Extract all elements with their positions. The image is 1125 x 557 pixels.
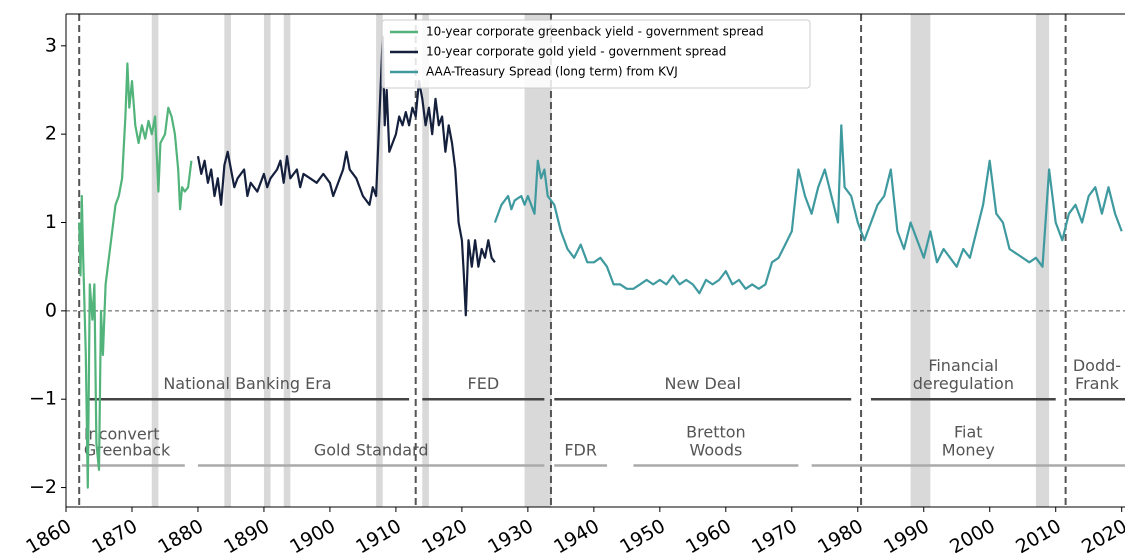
era-label-line: National Banking Era xyxy=(163,374,331,393)
era-label: Dodd-Frank xyxy=(1073,356,1121,393)
era-label: Inconvert Greenback xyxy=(84,424,171,459)
era-label: Bretton Woods xyxy=(686,422,746,459)
y-tick-label: 0 xyxy=(45,299,57,321)
legend-box xyxy=(381,19,811,89)
era-label-line: Frank xyxy=(1075,374,1120,393)
era-label-line: Woods xyxy=(689,440,742,459)
plot-area: National Banking Era FED New Deal Financial… xyxy=(66,14,1125,507)
x-tick-label: 1920 xyxy=(418,515,471,557)
x-tick-label: 1910 xyxy=(352,515,405,557)
recession-band xyxy=(151,14,159,507)
recession-band xyxy=(224,14,231,507)
era-label: Gold Standard xyxy=(314,440,429,459)
y-tick-label: 3 xyxy=(45,34,57,56)
x-tick-label: 1930 xyxy=(484,515,537,557)
x-tick-label: 1900 xyxy=(286,515,339,557)
era-label-line: FDR xyxy=(564,440,597,459)
y-tick-label: 1 xyxy=(45,211,57,233)
recession-band xyxy=(263,14,271,507)
x-tick-label: 2000 xyxy=(946,515,999,557)
x-tick-label: 1890 xyxy=(220,515,273,557)
x-tick-label: 1950 xyxy=(616,515,669,557)
era-label-line: Gold Standard xyxy=(314,440,429,459)
era-label-line: Dodd- xyxy=(1073,356,1121,375)
era-label-line: Money xyxy=(942,440,995,459)
era-label: New Deal xyxy=(665,374,741,393)
x-tick-label: 2020 xyxy=(1078,515,1125,557)
x-tick-label: 2010 xyxy=(1012,515,1065,557)
legend-label: 10-year corporate greenback yield - gove… xyxy=(426,25,764,39)
recession-band xyxy=(910,14,931,507)
x-tick-label: 1880 xyxy=(154,515,207,557)
recession-band xyxy=(376,14,383,507)
x-tick-label: 1980 xyxy=(814,515,867,557)
era-label-line: New Deal xyxy=(665,374,741,393)
series-line xyxy=(78,62,193,489)
recession-band xyxy=(422,14,429,507)
era-label: FDR xyxy=(564,440,597,459)
y-tick-label: −2 xyxy=(29,476,57,498)
era-label: FED xyxy=(468,374,500,393)
era-label-line: deregulation xyxy=(913,374,1014,393)
era-label-line: Greenback xyxy=(84,440,171,459)
x-tick-label: 1960 xyxy=(682,515,735,557)
era-label-line: Bretton xyxy=(686,422,746,441)
era-label-line: FED xyxy=(468,374,500,393)
x-tick-label: 1870 xyxy=(88,515,141,557)
recession-band xyxy=(283,14,291,507)
x-tick-label: 1970 xyxy=(748,515,801,557)
era-label-line: Fiat xyxy=(954,422,983,441)
era-label-line: Financial xyxy=(928,356,998,375)
recession-band xyxy=(524,14,552,507)
x-tick-label: 1990 xyxy=(880,515,933,557)
legend-label: AAA-Treasury Spread (long term) from KVJ xyxy=(426,65,678,79)
x-tick-label: 1940 xyxy=(550,515,603,557)
era-label: Financial deregulation xyxy=(913,356,1014,393)
series-line xyxy=(196,35,496,317)
y-tick-label: −1 xyxy=(29,388,57,410)
x-tick-label: 1860 xyxy=(22,515,75,557)
era-label: Fiat Money xyxy=(942,422,995,459)
series-line xyxy=(493,124,1123,295)
era-label-line: Inconvert xyxy=(84,424,160,443)
y-tick-label: 2 xyxy=(45,123,57,145)
legend-label: 10-year corporate gold yield - governmen… xyxy=(426,45,726,59)
era-label: National Banking Era xyxy=(163,374,331,393)
